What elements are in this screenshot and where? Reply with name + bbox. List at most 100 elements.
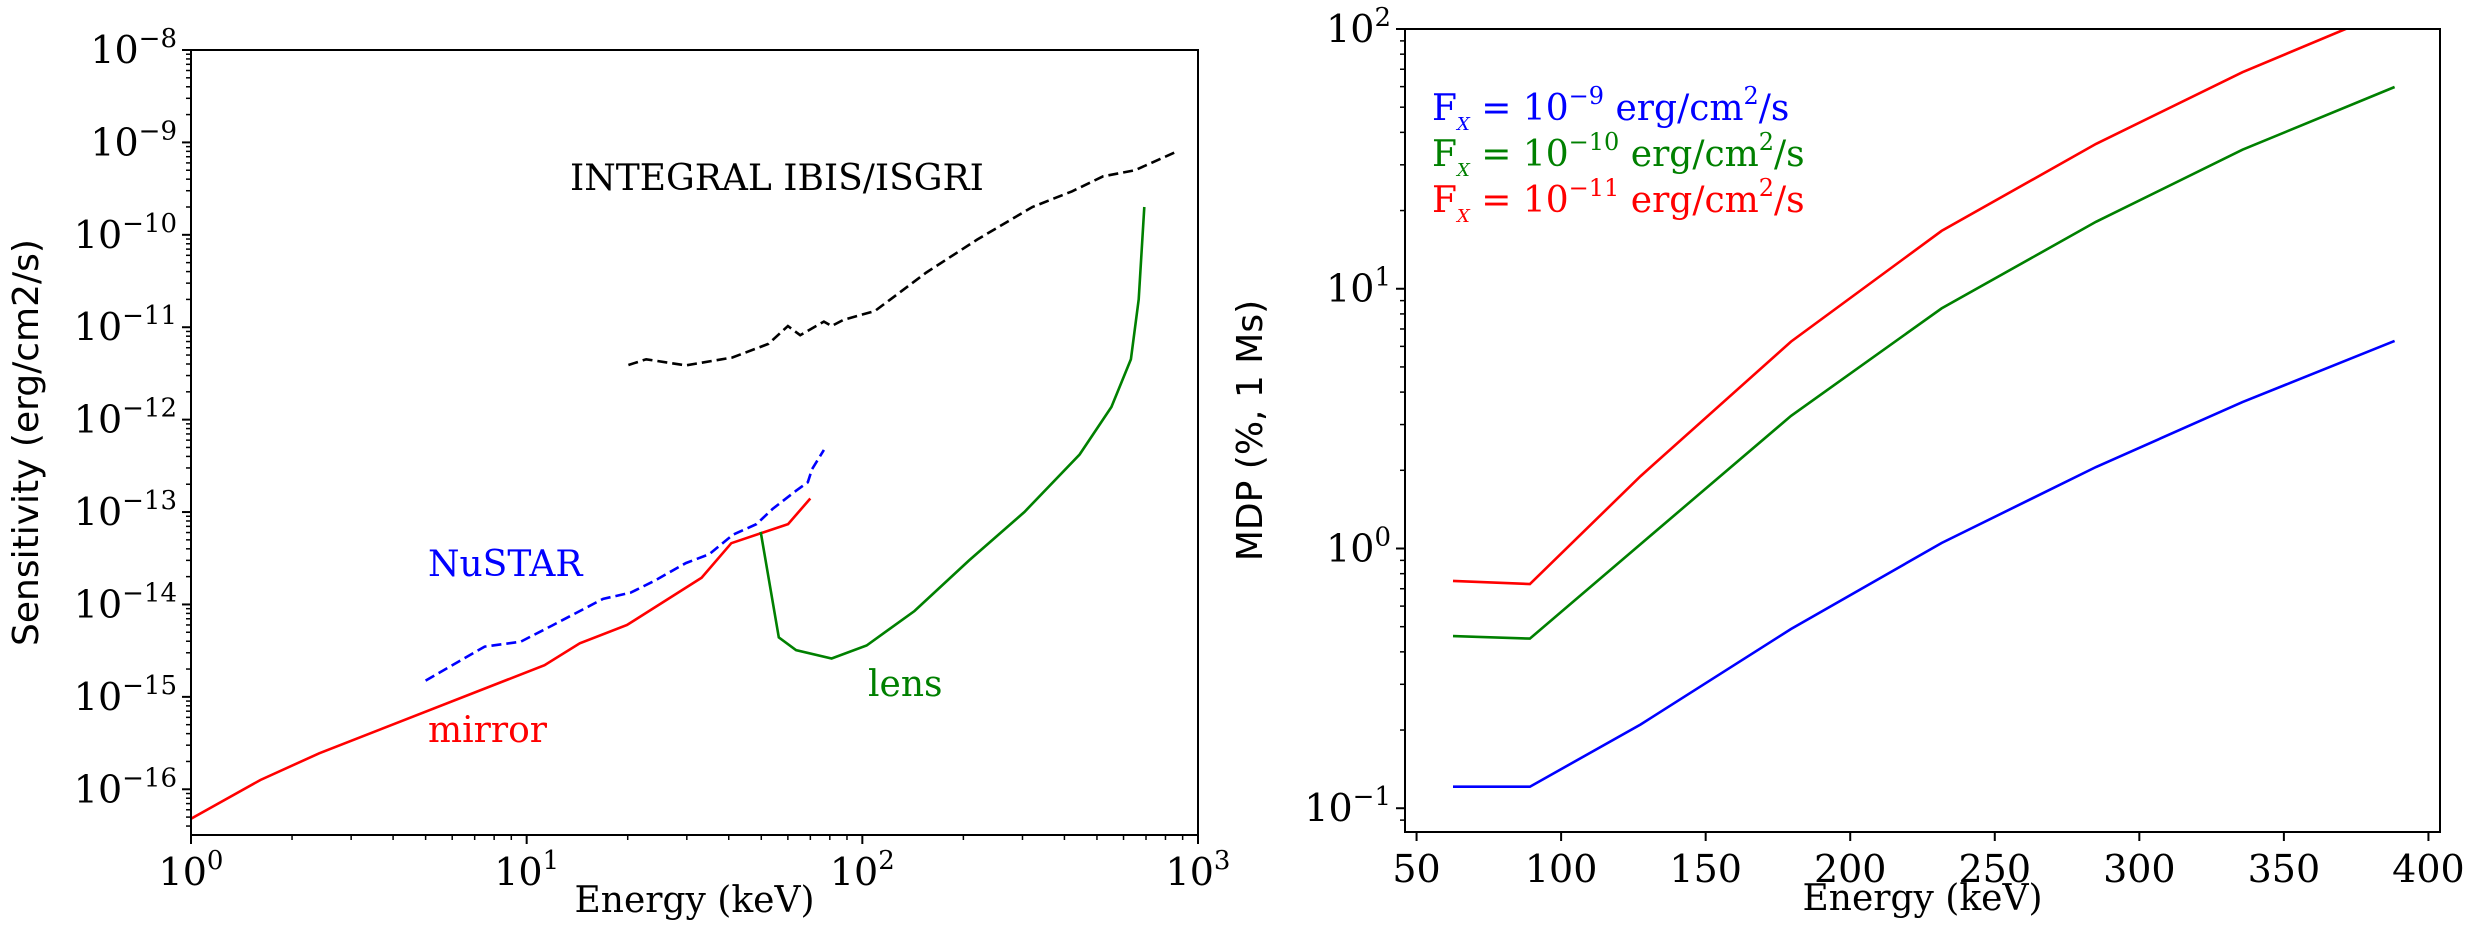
series-line-lens [759, 206, 1146, 660]
y-tick-label: 10−1 [1304, 782, 1391, 830]
y-tick-label-base: 10 [1326, 267, 1374, 311]
y-tick-label-exp: 0 [1374, 522, 1391, 552]
legend-exp: −9 [1569, 82, 1604, 110]
x-tick-label-base: 100 [1525, 847, 1598, 891]
y-tick-label-base: 10 [74, 675, 122, 719]
x-tick-label: 200 [1814, 847, 1887, 891]
legend-pre: F [1432, 134, 1457, 175]
y-tick-label: 100 [1326, 522, 1391, 570]
x-tick-label-base: 10 [494, 850, 542, 894]
y-tick-label-base: 10 [1304, 786, 1352, 830]
y-tick-label: 102 [1326, 3, 1391, 51]
y-tick-label-base: 10 [74, 582, 122, 626]
x-tick-label-exp: 0 [207, 846, 224, 876]
y-tick-label-exp: −16 [122, 763, 177, 793]
y-tick-label-base: 10 [74, 490, 122, 534]
y-tick-label-base: 10 [1326, 526, 1374, 570]
legend-post1: erg/cm [1619, 134, 1758, 175]
x-tick-label-base: 10 [159, 850, 207, 894]
y-tick-label: 101 [1326, 263, 1391, 311]
y-axis-label: MDP (%, 1 Ms) [1230, 300, 1271, 561]
legend-exp: −11 [1569, 174, 1620, 202]
x-tick-label: 50 [1392, 847, 1440, 891]
y-tick-label-base: 10 [74, 213, 122, 257]
y-tick-label-exp: −15 [122, 671, 177, 701]
y-tick-label-exp: −14 [122, 578, 177, 608]
y-tick-label-exp: −11 [122, 301, 177, 331]
legend-post2: /s [1774, 134, 1805, 175]
x-tick-label: 300 [2103, 847, 2176, 891]
legend-pre: F [1432, 180, 1457, 221]
y-tick-label-exp: 1 [1374, 263, 1391, 293]
x-tick-label-base: 350 [2248, 847, 2321, 891]
y-axis-label: Sensitivity (erg/cm2/s) [6, 239, 47, 646]
series-line-f-x-10-9-erg-cm-2-s [1453, 339, 2396, 788]
y-tick-label: 10−14 [74, 578, 177, 626]
legend-sub: X [1455, 206, 1471, 227]
legend-entry: FX = 10−11 erg/cm2/s [1432, 174, 1805, 227]
legend-exp2: 2 [1759, 174, 1774, 202]
x-tick-label-base: 10 [1166, 850, 1214, 894]
y-tick-label: 10−15 [74, 671, 177, 719]
x-tick-label: 100 [1525, 847, 1598, 891]
x-tick-label: 102 [830, 846, 895, 894]
legend-exp2: 2 [1759, 128, 1774, 156]
y-tick-label-base: 10 [90, 120, 138, 164]
x-tick-label-base: 300 [2103, 847, 2176, 891]
y-tick-label-exp: −13 [122, 486, 177, 516]
legend-pre: F [1432, 88, 1457, 129]
x-axis-label: Energy (keV) [574, 880, 814, 921]
x-tick-label: 101 [494, 846, 559, 894]
x-tick-label-exp: 1 [543, 846, 560, 876]
plot-frame [190, 49, 1199, 836]
y-tick-label-exp: 2 [1374, 3, 1391, 33]
x-tick-label-base: 200 [1814, 847, 1887, 891]
y-tick-label-exp: −1 [1353, 782, 1391, 812]
x-tick-label: 150 [1669, 847, 1742, 891]
x-tick-label-base: 150 [1669, 847, 1742, 891]
legend-sub: X [1455, 114, 1471, 135]
y-tick-label: 10−9 [90, 116, 177, 164]
y-tick-label-exp: −9 [139, 116, 177, 146]
series-annotation: NuSTAR [428, 544, 583, 585]
y-tick-label-base: 10 [90, 28, 138, 72]
series-line-f-x-10-11-erg-cm-2-s [1452, 29, 2349, 586]
series-annotation: lens [868, 664, 942, 705]
x-tick-label: 400 [2392, 847, 2465, 891]
x-tick-label-exp: 2 [878, 846, 895, 876]
x-axis-label: Energy (keV) [1802, 878, 2042, 919]
x-tick-label: 103 [1166, 846, 1231, 894]
legend-entry: FX = 10−9 erg/cm2/s [1432, 82, 1789, 135]
y-tick-label-base: 10 [74, 398, 122, 442]
legend-post2: /s [1759, 88, 1790, 129]
y-tick-label-base: 10 [74, 305, 122, 349]
y-tick-label-exp: −12 [122, 394, 177, 424]
y-tick-label: 10−11 [74, 301, 177, 349]
y-tick-label: 10−12 [74, 394, 177, 442]
legend-post1: erg/cm [1604, 88, 1743, 129]
x-tick-label-base: 400 [2392, 847, 2465, 891]
legend-mid: = 10 [1470, 88, 1569, 129]
legend-exp2: 2 [1744, 82, 1759, 110]
x-tick-label-base: 10 [830, 850, 878, 894]
y-tick-label-exp: −8 [139, 24, 177, 54]
y-tick-label: 10−16 [74, 763, 177, 811]
legend-post1: erg/cm [1619, 180, 1758, 221]
y-tick-label: 10−8 [90, 24, 177, 72]
series-line-f-x-10-10-erg-cm-2-s [1452, 85, 2396, 640]
plot-frame [1404, 28, 2441, 833]
x-tick-label: 350 [2248, 847, 2321, 891]
series-annotation: mirror [428, 710, 548, 751]
x-tick-label-base: 50 [1392, 847, 1440, 891]
legend-exp: −10 [1569, 128, 1620, 156]
legend-sub: X [1455, 160, 1471, 181]
legend-mid: = 10 [1470, 180, 1569, 221]
series-line-integral-ibis-isgri [628, 149, 1179, 367]
sensitivity-plot: 10−1610−1510−1410−1310−1210−1110−1010−91… [6, 24, 1230, 921]
series-annotation: INTEGRAL IBIS/ISGRI [570, 158, 984, 199]
x-tick-label-base: 250 [1959, 847, 2032, 891]
x-tick-label: 250 [1959, 847, 2032, 891]
y-tick-label: 10−13 [74, 486, 177, 534]
